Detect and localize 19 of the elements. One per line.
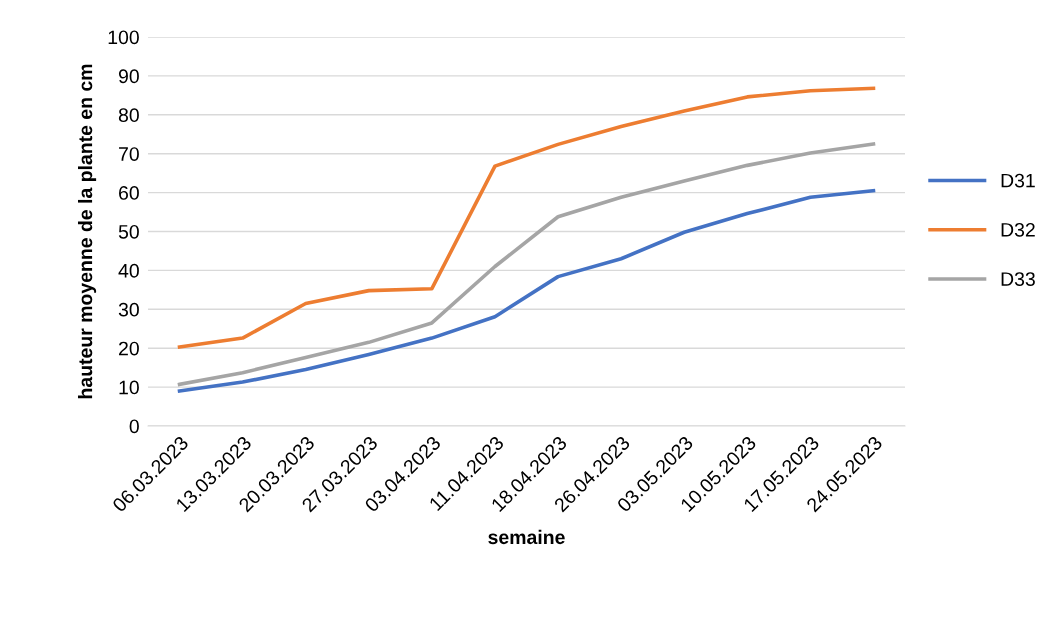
line-series: [177, 142, 876, 387]
y-tick-label: 100: [108, 30, 139, 45]
y-tick-label: 50: [118, 224, 139, 239]
legend-label: D31: [1001, 173, 1035, 188]
x-axis-title: semaine: [488, 529, 565, 545]
y-tick-label: 0: [129, 419, 139, 434]
y-tick-label: 40: [118, 263, 139, 278]
legend-label: D33: [1001, 272, 1035, 286]
line-series: [177, 86, 876, 349]
y-tick-label: 60: [119, 186, 139, 200]
y-tick-label: 30: [118, 302, 139, 317]
y-axis-title: hauteur moyenne de la plante en cm: [77, 64, 97, 399]
y-tick-label: 20: [119, 341, 139, 356]
y-tick-label: 70: [119, 147, 139, 161]
y-tick-label: 80: [118, 108, 139, 123]
y-tick-label: 90: [118, 69, 139, 84]
y-tick-label: 10: [119, 380, 139, 395]
legend-label: D32: [1001, 222, 1035, 237]
line-series: [177, 188, 876, 393]
